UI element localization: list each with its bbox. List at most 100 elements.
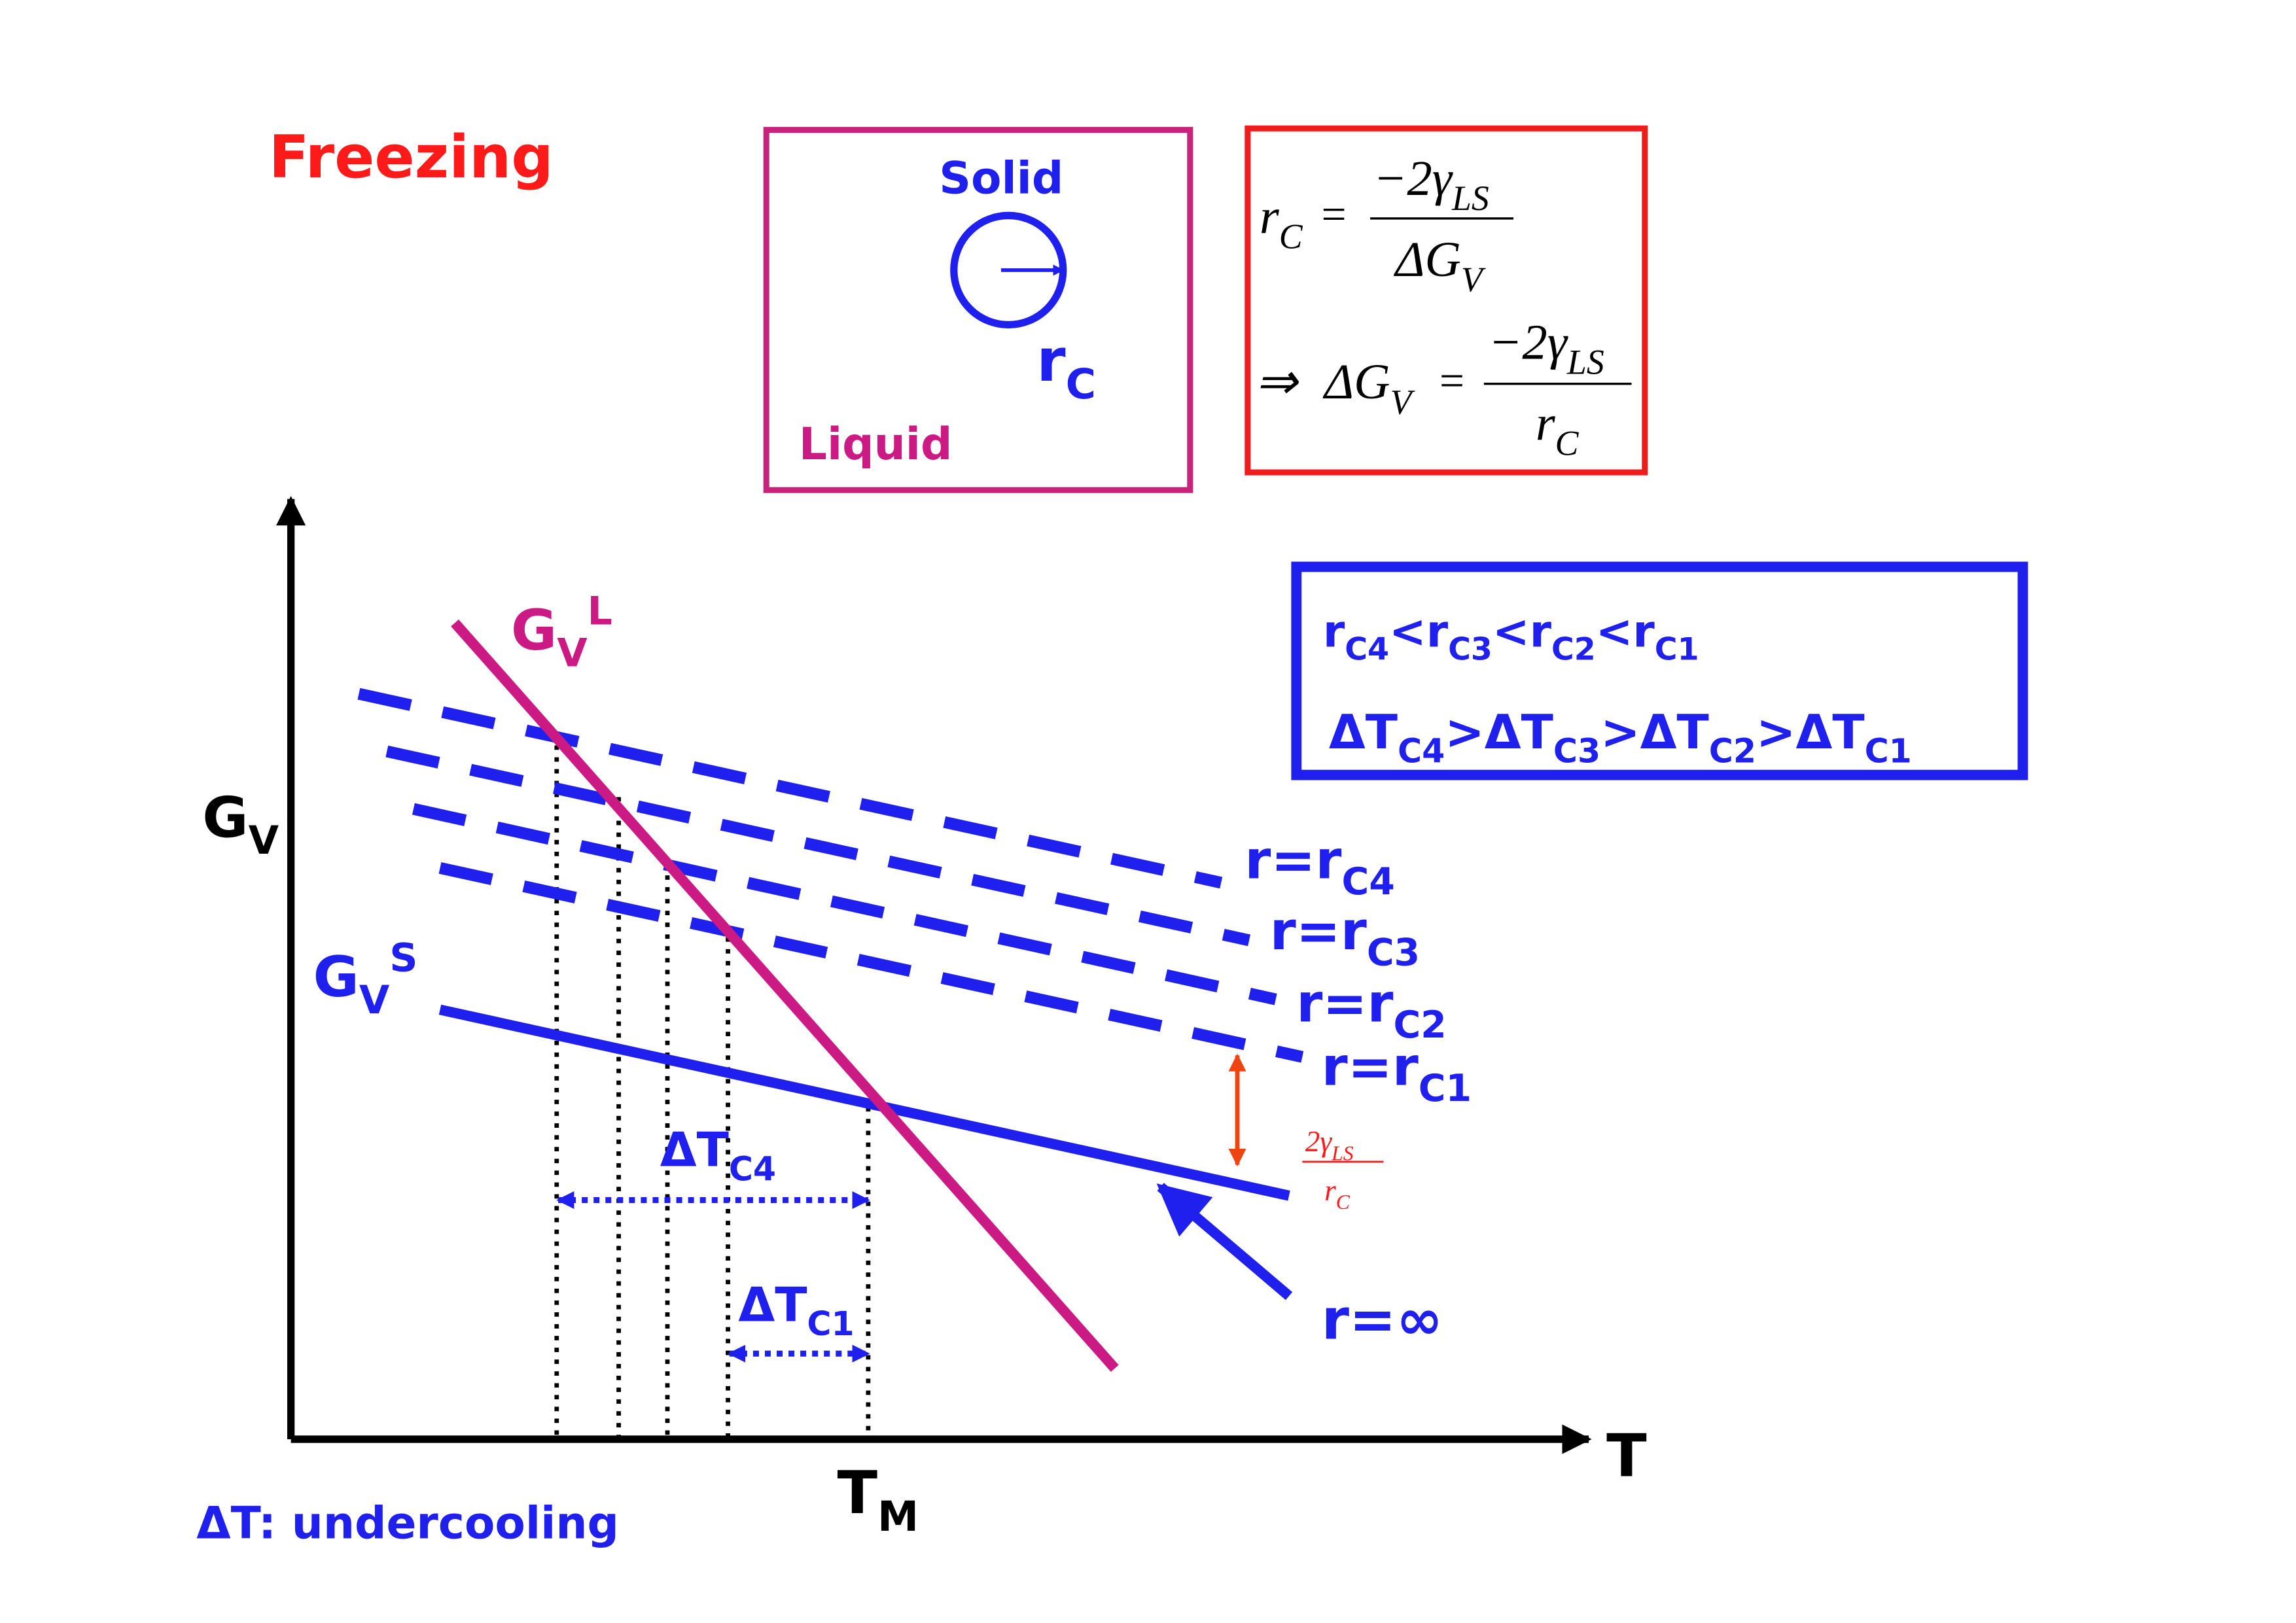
- text-part: >: [1600, 705, 1640, 760]
- text-part: G: [511, 598, 557, 663]
- text-part: r: [1536, 395, 1556, 451]
- radius-order: rC4<rC3<rC2<rC1: [1323, 605, 1699, 667]
- melting-point-label: TM: [838, 1459, 919, 1541]
- sub: C4: [1398, 732, 1445, 771]
- formula-denominator: rC: [1536, 395, 1580, 462]
- text-part: T: [1606, 1422, 1647, 1490]
- text-part: Solid: [939, 152, 1063, 204]
- sub: C3: [1553, 732, 1600, 771]
- sub: V: [249, 818, 279, 864]
- formula-numerator: −2γLS: [1489, 314, 1604, 381]
- text-part: r=∞: [1322, 1287, 1443, 1353]
- text-part: ΔT: [660, 1123, 729, 1178]
- text-part: <: [1492, 605, 1530, 657]
- sub: M: [877, 1492, 919, 1541]
- sub: C1: [1865, 732, 1912, 771]
- text-part: =: [1437, 357, 1467, 406]
- radius-label: rC: [1036, 326, 1096, 408]
- formula-implies: ⇒: [1255, 354, 1299, 410]
- text-part: ΔT: [1640, 705, 1709, 760]
- solid-curve: [438, 1004, 1290, 1201]
- sup: L: [588, 588, 612, 634]
- sub: LS: [1451, 179, 1489, 218]
- note: ΔT: undercooling: [196, 1497, 619, 1548]
- text-part: r=r: [1270, 901, 1367, 962]
- sub: C1: [1419, 1067, 1472, 1110]
- text-part: >: [1756, 705, 1796, 760]
- solid-curve-label: GVS: [313, 935, 417, 1023]
- text-part: G: [202, 785, 248, 850]
- delta-label: ΔTC4: [660, 1123, 776, 1189]
- relation-box: [1291, 561, 2028, 780]
- y-axis-label: GV: [202, 785, 279, 864]
- formula-equals: =: [1437, 357, 1467, 406]
- delta-label: ΔTC1: [738, 1278, 854, 1344]
- sub: C1: [1655, 632, 1699, 668]
- title: Freezing: [269, 123, 554, 192]
- text-part: r: [1036, 326, 1066, 395]
- sub: C4: [1345, 632, 1389, 668]
- text-part: =: [1318, 190, 1349, 239]
- gap-denominator: rC: [1324, 1174, 1351, 1214]
- text-part: r: [1323, 605, 1345, 657]
- text-part: >: [1445, 705, 1484, 760]
- formula-equals: =: [1318, 190, 1349, 239]
- liquid-label: Liquid: [799, 418, 953, 470]
- formula-numerator: −2γLS: [1373, 150, 1489, 218]
- sub: LS: [1566, 342, 1604, 381]
- radius-line: [385, 745, 1251, 947]
- text-part: ΔT: [1329, 705, 1398, 760]
- text-part: r: [1260, 189, 1280, 245]
- sub: C: [1279, 217, 1303, 256]
- radius-line: [357, 688, 1223, 889]
- liquid-curve-label: GVL: [511, 588, 612, 676]
- undercooling-order: ΔTC4>ΔTC3>ΔTC2>ΔTC1: [1329, 705, 1912, 771]
- sub: C2: [1551, 632, 1596, 668]
- text-part: −2γ: [1373, 150, 1453, 206]
- text-part: ΔT: [1795, 705, 1864, 760]
- text-part: Liquid: [799, 418, 953, 470]
- infinite-arrow: [1156, 1183, 1293, 1300]
- sub: C4: [729, 1149, 776, 1188]
- sub: C: [1066, 360, 1096, 408]
- text-part: ⇒: [1255, 354, 1299, 410]
- formula-lhs: rC: [1260, 189, 1303, 256]
- text-part: r: [1530, 605, 1552, 657]
- sub: C2: [1709, 732, 1756, 771]
- text-part: ΔG: [1393, 232, 1460, 287]
- sub: C: [1555, 423, 1580, 462]
- text-part: G: [313, 945, 359, 1010]
- text-part: r: [1324, 1174, 1336, 1207]
- sub: C2: [1393, 1003, 1446, 1047]
- sub: C3: [1448, 632, 1492, 668]
- infinite-label: r=∞: [1322, 1287, 1443, 1353]
- radius-line: [412, 803, 1277, 1005]
- solid-label: Solid: [939, 152, 1063, 204]
- text-part: ΔG: [1322, 354, 1390, 410]
- gap-numerator: 2γLS: [1305, 1125, 1354, 1165]
- text-part: r=r: [1245, 830, 1341, 892]
- text-part: r=r: [1322, 1037, 1419, 1098]
- text-part: 2γ: [1305, 1125, 1333, 1158]
- sup: S: [389, 935, 417, 981]
- liquid-curve: [451, 620, 1119, 1372]
- text-part: ΔT: undercooling: [196, 1497, 619, 1548]
- text-part: −2γ: [1489, 314, 1568, 370]
- sub: V: [1390, 382, 1415, 421]
- text-part: T: [838, 1459, 878, 1527]
- radius-line: [438, 862, 1304, 1063]
- text-part: ΔT: [1485, 705, 1553, 760]
- text-part: <: [1596, 605, 1633, 657]
- text-part: r=r: [1296, 973, 1393, 1034]
- text-part: <: [1389, 605, 1426, 657]
- radius-line-label: r=rC1: [1322, 1037, 1472, 1110]
- text-part: r: [1426, 605, 1449, 657]
- formula-denominator: ΔGV: [1393, 232, 1485, 299]
- sub: C: [1336, 1191, 1351, 1213]
- sub: V: [1461, 260, 1486, 299]
- sub: LS: [1331, 1142, 1354, 1165]
- x-axis-label: T: [1606, 1422, 1647, 1490]
- sub: C1: [807, 1304, 854, 1343]
- formula-lhs: ΔGV: [1322, 354, 1415, 421]
